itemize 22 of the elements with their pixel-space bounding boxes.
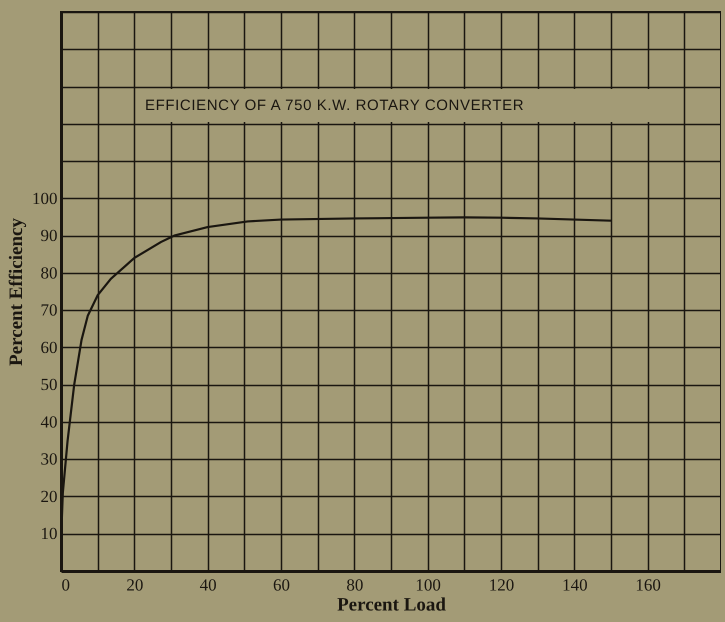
text: EFFICIENCY OF A 750 K.W. ROTARY CONVERTER	[145, 97, 524, 114]
x-tick-label: 0	[62, 576, 70, 594]
y-tick-label: 30	[40, 450, 58, 469]
y-tick-label: 80	[40, 263, 58, 282]
y-tick-label: 50	[40, 375, 58, 394]
x-axis-title: Percent Load	[337, 594, 446, 616]
y-tick-label: 60	[40, 338, 58, 357]
x-tick-label: 120	[488, 576, 514, 594]
y-tick-label: 40	[40, 412, 58, 432]
x-tick-label: 60	[273, 576, 290, 594]
x-tick-label: 20	[126, 576, 144, 594]
y-tick-label: 20	[40, 486, 58, 506]
y-tick-label: 100	[32, 188, 58, 208]
x-tick-label: 140	[562, 576, 588, 594]
y-tick-label: 10	[40, 524, 58, 544]
x-tick-label: 160	[635, 576, 661, 594]
y-tick-label: 90	[40, 226, 58, 246]
y-tick-label: 70	[40, 300, 58, 320]
x-tick-label: 100	[415, 576, 441, 594]
x-tick-label: 80	[346, 576, 364, 594]
y-axis-title: Percent Efficiency	[6, 218, 27, 366]
x-tick-label: 40	[200, 576, 217, 594]
